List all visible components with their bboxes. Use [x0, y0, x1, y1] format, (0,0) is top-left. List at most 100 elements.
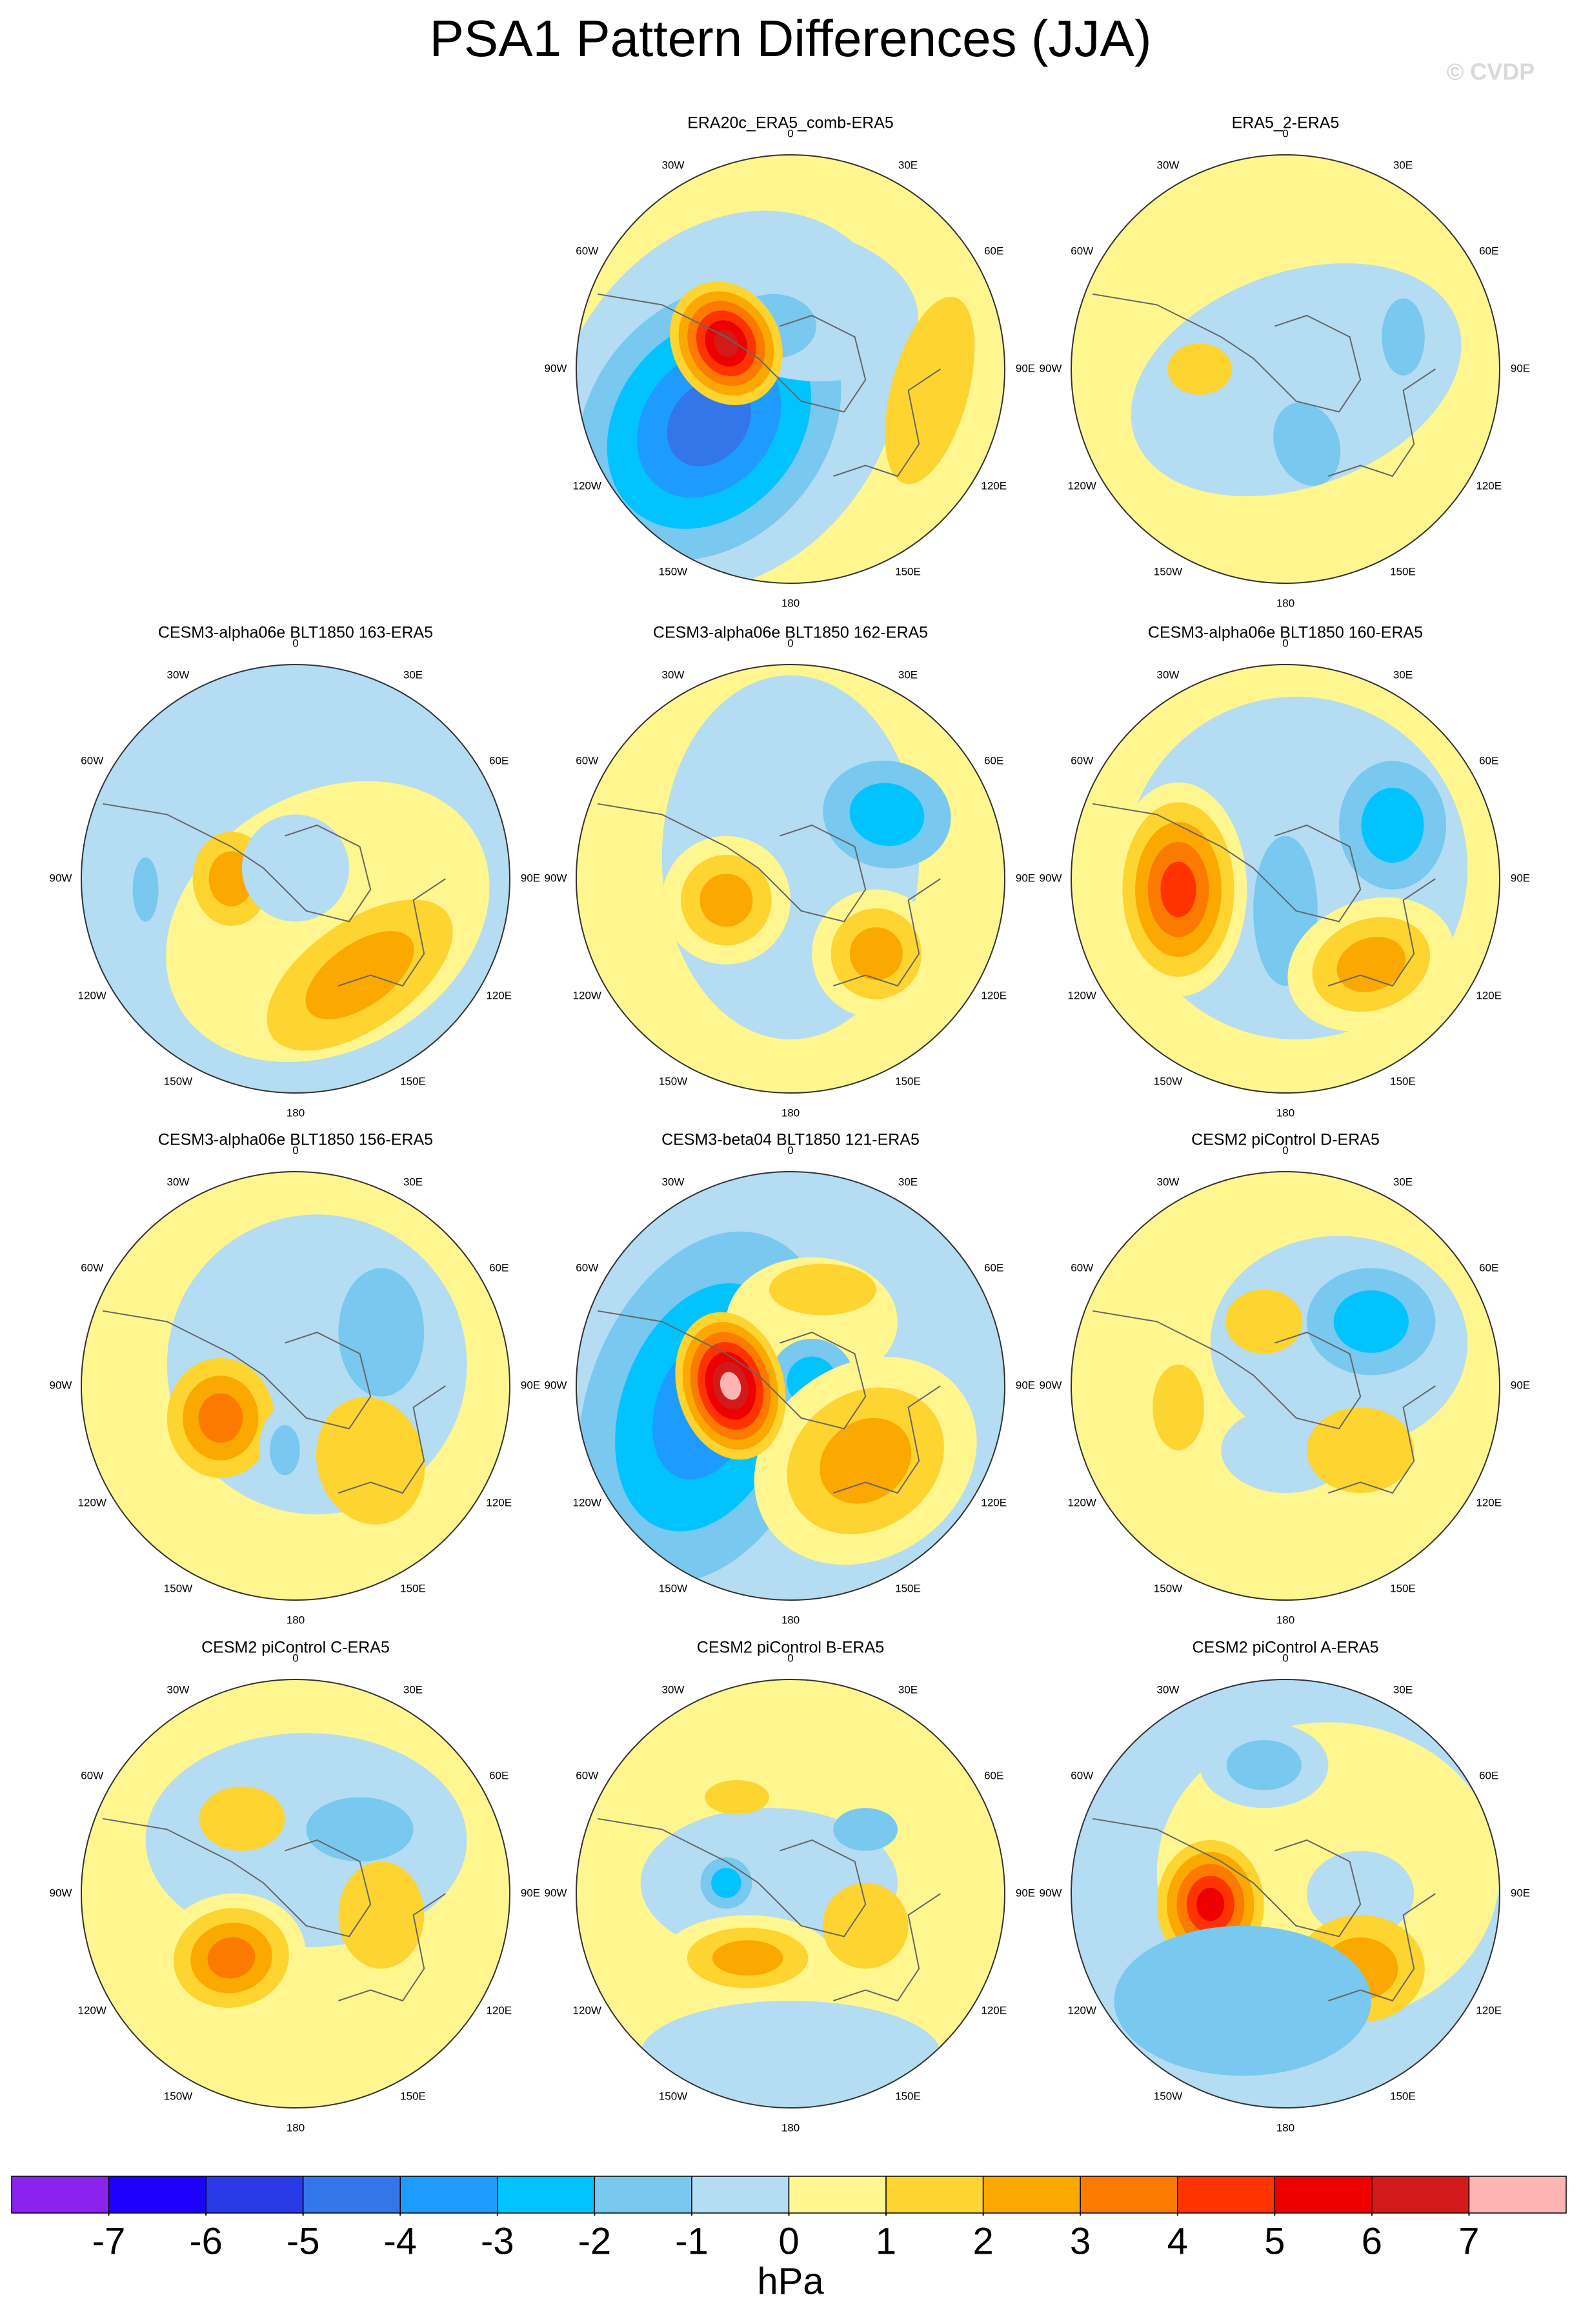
contour-fill [712, 1940, 783, 1976]
lon-label: 150E [400, 1076, 426, 1088]
map-border [576, 664, 1005, 1094]
contour-fill [1307, 1850, 1415, 1937]
coastline [833, 878, 941, 987]
lon-label: 150W [1154, 2090, 1182, 2103]
map-field [1071, 1679, 1500, 2108]
lon-label: 120W [1068, 1496, 1096, 1508]
contour-fill [1333, 1290, 1409, 1353]
map-field [1071, 155, 1500, 583]
coastline [1328, 1893, 1436, 2002]
lon-label: 30W [662, 668, 685, 681]
contour-fill [270, 1425, 300, 1476]
colorbar-box [1468, 2176, 1567, 2214]
map-border [576, 1679, 1005, 2109]
lon-label: 0 [1282, 1144, 1288, 1156]
lon-label: 60E [489, 1261, 509, 1274]
contour-fill [1160, 861, 1196, 917]
coastline [598, 1818, 867, 1938]
lon-label: 90W [1040, 1379, 1062, 1391]
lon-label: 60W [576, 245, 598, 257]
lon-label: 30E [1393, 1683, 1413, 1696]
coastline [103, 1310, 372, 1430]
lon-label: 150E [895, 566, 921, 578]
lon-label: 90E [1016, 362, 1035, 374]
colorbar-box [1371, 2176, 1470, 2214]
coastline [833, 1385, 941, 1494]
map-border [576, 154, 1005, 584]
lon-label: 60E [1479, 1261, 1498, 1274]
coastline [598, 1310, 867, 1430]
map-border [1071, 1171, 1500, 1601]
colorbar-box [399, 2176, 498, 2214]
lon-label: 90E [1511, 362, 1530, 374]
contour-fill [1153, 1364, 1204, 1450]
lon-label: 150E [400, 1583, 426, 1595]
colorbar-box [1274, 2176, 1373, 2214]
lon-label: 60E [984, 1261, 1003, 1274]
coastline [1093, 803, 1362, 923]
lon-label: 120E [981, 479, 1007, 492]
lon-label: 60W [81, 1769, 103, 1781]
lon-label: 150E [400, 2090, 426, 2103]
watermark: © CVDP [1447, 59, 1535, 85]
lon-label: 180 [1276, 1614, 1294, 1626]
lon-label: 60W [1071, 1261, 1093, 1274]
lon-label: 60E [984, 1769, 1003, 1781]
coastline [338, 1893, 446, 2002]
lon-label: 150W [659, 1076, 687, 1088]
map-field [81, 1172, 510, 1600]
contour-fill [1167, 343, 1232, 395]
lon-label: 120E [1476, 479, 1502, 492]
lon-label: 180 [287, 1614, 305, 1626]
lon-label: 180 [1276, 597, 1294, 609]
contour-fill [1131, 263, 1462, 497]
lon-label: 120E [1476, 2004, 1502, 2016]
lon-label: 120W [1068, 479, 1096, 492]
contour-fill [1196, 1887, 1225, 1921]
map-border [81, 664, 510, 1094]
lon-label: 0 [1282, 1652, 1288, 1664]
lon-label: 60W [81, 1261, 103, 1274]
lon-label: 0 [787, 637, 793, 649]
contour-fill [198, 1393, 243, 1443]
lon-label: 150W [1154, 1076, 1182, 1088]
lon-label: 60E [984, 754, 1003, 766]
coastline [338, 878, 446, 987]
lon-label: 60W [576, 1769, 598, 1781]
lon-label: 120W [1068, 989, 1096, 1001]
contour-fill [1273, 402, 1341, 486]
lon-label: 30W [662, 1683, 685, 1696]
lon-label: 90E [1016, 872, 1035, 884]
contour-fill [1114, 1925, 1371, 2076]
contour-fill [714, 330, 739, 357]
lon-label: 120E [981, 989, 1007, 1001]
lon-label: 60W [81, 754, 103, 766]
lon-label: 180 [287, 2121, 305, 2134]
lon-label: 60W [1071, 754, 1093, 766]
contour-fill [199, 1787, 285, 1851]
contour-fill [700, 874, 753, 927]
lon-label: 120W [78, 2004, 106, 2016]
lon-label: 0 [787, 127, 793, 139]
contour-fill [338, 1861, 425, 1969]
lon-label: 180 [781, 1614, 800, 1626]
lon-label: 60W [1071, 245, 1093, 257]
coastline [338, 1385, 446, 1494]
lon-label: 180 [1276, 2121, 1294, 2134]
lon-label: 150W [1154, 1583, 1182, 1595]
lon-label: 90E [521, 1379, 540, 1391]
colorbar-tick-label: -3 [481, 2220, 514, 2262]
map-border [1071, 664, 1500, 1094]
colorbar-box [885, 2176, 984, 2214]
colorbar-tick-label: 3 [1070, 2220, 1091, 2262]
lon-label: 150E [1390, 1076, 1416, 1088]
contour-fill [1382, 298, 1425, 376]
lon-label: 60E [489, 754, 509, 766]
contour-fill [711, 1868, 741, 1898]
lon-label: 90W [50, 1887, 72, 1899]
lon-label: 90E [1016, 1887, 1035, 1899]
